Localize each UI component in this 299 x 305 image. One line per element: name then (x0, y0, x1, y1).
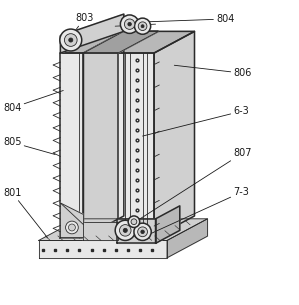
Circle shape (115, 220, 135, 240)
Polygon shape (60, 53, 83, 238)
Circle shape (68, 224, 75, 231)
Circle shape (138, 22, 147, 30)
Polygon shape (155, 206, 180, 243)
Circle shape (128, 23, 131, 26)
Circle shape (141, 230, 144, 234)
Polygon shape (154, 31, 194, 238)
Text: 805: 805 (3, 138, 55, 155)
Circle shape (60, 29, 82, 51)
Text: 804: 804 (146, 14, 234, 24)
Text: 807: 807 (131, 148, 252, 224)
Circle shape (120, 15, 139, 34)
Circle shape (124, 19, 135, 29)
Polygon shape (83, 31, 124, 238)
Polygon shape (118, 31, 194, 53)
Polygon shape (60, 203, 83, 238)
Circle shape (69, 38, 73, 42)
Text: 804: 804 (3, 91, 63, 113)
Circle shape (120, 224, 131, 236)
Circle shape (138, 227, 147, 237)
Circle shape (141, 25, 144, 28)
Polygon shape (118, 53, 154, 238)
Text: 7-3: 7-3 (148, 187, 249, 235)
Circle shape (134, 223, 151, 240)
Circle shape (64, 34, 77, 46)
Polygon shape (167, 219, 208, 258)
Polygon shape (39, 240, 167, 258)
Polygon shape (117, 219, 155, 243)
Polygon shape (39, 219, 208, 240)
Text: 6-3: 6-3 (143, 106, 249, 136)
Polygon shape (60, 14, 124, 53)
Circle shape (128, 216, 140, 228)
Polygon shape (83, 31, 158, 53)
Text: 806: 806 (174, 65, 252, 78)
Circle shape (123, 228, 127, 232)
Text: 803: 803 (74, 13, 94, 33)
Text: 801: 801 (3, 188, 48, 238)
Polygon shape (83, 222, 118, 240)
Circle shape (65, 221, 78, 234)
Circle shape (131, 219, 137, 224)
Circle shape (135, 18, 151, 34)
Polygon shape (60, 31, 124, 53)
